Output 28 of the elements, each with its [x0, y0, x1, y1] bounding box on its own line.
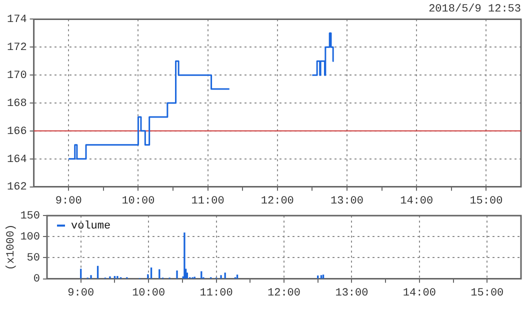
chart-title: 2018/5/9 12:53: [428, 4, 521, 16]
x-tick-label: 9:00: [55, 195, 82, 208]
y-tick-label: 168: [6, 98, 27, 110]
y-tick-label: 174: [6, 14, 28, 26]
x-tick-label: 11:00: [191, 195, 224, 208]
y-tick-label: 164: [6, 154, 28, 166]
x-tick-label: 15:00: [470, 195, 503, 208]
y-tick-label: 50: [26, 252, 40, 265]
x-tick-label: 10:00: [132, 287, 166, 300]
x-tick-label: 13:00: [330, 195, 364, 208]
x-tick-label: 14:00: [400, 195, 434, 208]
x-tick-label: 14:00: [402, 287, 436, 300]
x-tick-label: 13:00: [335, 287, 368, 300]
y-tick-label: 162: [6, 182, 27, 194]
x-tick-label: 9:00: [68, 287, 94, 300]
x-tick-label: 11:00: [200, 287, 233, 300]
x-tick-label: 15:00: [470, 287, 504, 300]
x-tick-label: 12:00: [260, 195, 294, 208]
y-tick-label: 0: [33, 274, 40, 286]
x-tick-label: 12:00: [267, 287, 301, 300]
x-tick-label: 10:00: [122, 195, 155, 208]
y-axis-title: (x1000): [6, 224, 18, 270]
y-tick-label: 172: [6, 42, 27, 54]
y-tick-label: 100: [20, 232, 40, 244]
y-tick-label: 166: [6, 126, 27, 138]
legend-label: volume: [71, 220, 111, 233]
y-tick-label: 170: [6, 70, 27, 82]
y-tick-label: 150: [20, 210, 40, 223]
